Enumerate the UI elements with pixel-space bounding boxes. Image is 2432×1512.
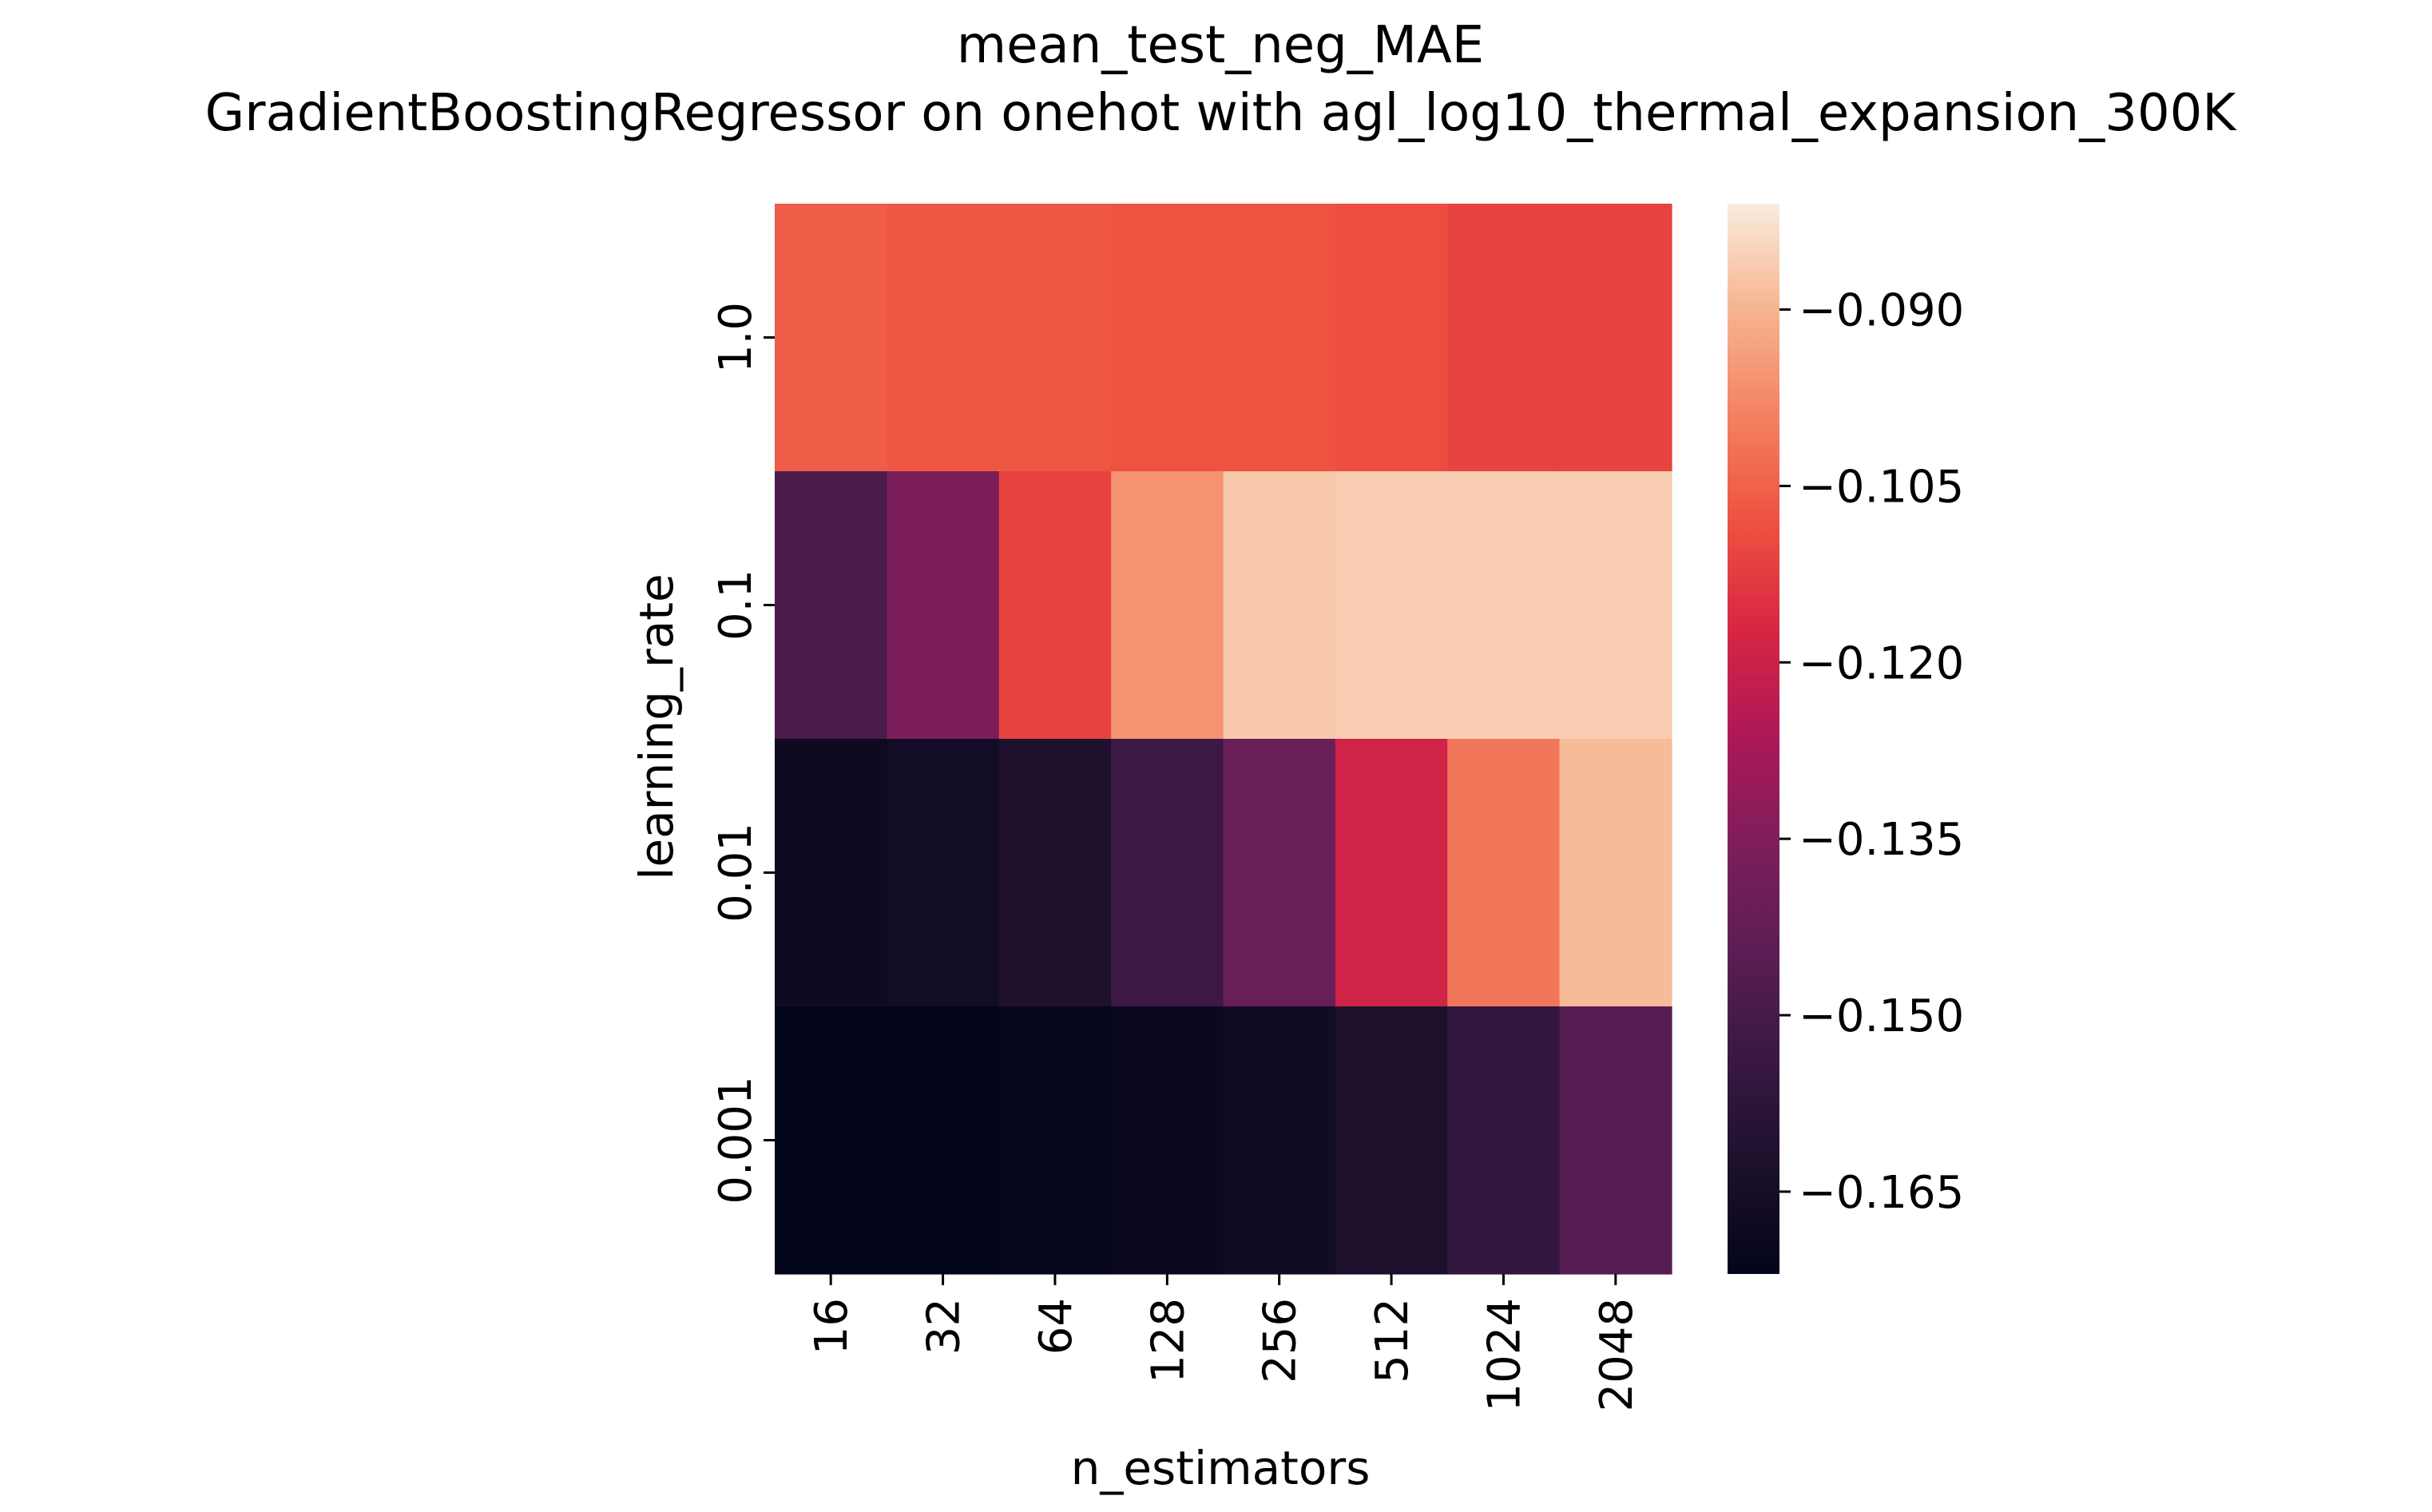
chart-subtitle: GradientBoostingRegressor on onehot with… (205, 84, 2238, 143)
x-tick-label: 128 (1142, 1298, 1194, 1383)
heatmap-cell (1335, 1006, 1448, 1275)
x-tick-label: 64 (1030, 1298, 1082, 1355)
heatmap-cell (887, 739, 1000, 1007)
y-tick-label: 1.0 (710, 302, 762, 373)
colorbar-tick-label: −0.105 (1799, 461, 1964, 513)
heatmap-cell (775, 471, 887, 740)
heatmap-cell (1223, 471, 1336, 740)
heatmap-cell (1335, 204, 1448, 472)
heatmap-cell (998, 1006, 1112, 1275)
heatmap-cell (1223, 204, 1336, 472)
x-tick-label: 2048 (1591, 1298, 1643, 1412)
x-tick-label: 32 (918, 1298, 970, 1355)
colorbar-tick-label: −0.150 (1799, 990, 1964, 1042)
x-tick-label: 16 (806, 1298, 858, 1355)
y-axis: 1.0 0.1 0.01 0.001 (710, 302, 775, 1204)
heatmap-cell (1111, 471, 1224, 740)
heatmap-cell (1223, 1006, 1336, 1275)
heatmap-cell (1447, 471, 1561, 740)
y-tick-label: 0.1 (710, 569, 762, 641)
y-axis-label: learning_rate (629, 573, 684, 879)
colorbar (1728, 204, 1779, 1274)
heatmap-cell (1111, 1006, 1224, 1275)
heatmap-cell (1335, 739, 1448, 1007)
chart-title: mean_test_neg_MAE (957, 16, 1484, 75)
heatmap-cell (1447, 739, 1561, 1007)
heatmap-cell (775, 1006, 887, 1275)
heatmap-cell (1223, 739, 1336, 1007)
heatmap-cell (1447, 204, 1561, 472)
heatmap-cell (887, 204, 1000, 472)
heatmap-cell (887, 1006, 1000, 1275)
x-tick-label: 1024 (1478, 1298, 1530, 1412)
colorbar-ticks: −0.165 −0.150 −0.135 −0.120 −0.105 −0.090 (1779, 285, 1964, 1219)
y-tick-label: 0.001 (710, 1076, 762, 1204)
x-axis-label: n_estimators (1071, 1441, 1371, 1495)
colorbar-tick-label: −0.165 (1799, 1167, 1964, 1219)
heatmap-cell (1559, 739, 1672, 1007)
heatmap-cell (1447, 1006, 1561, 1275)
heatmap-cell (998, 471, 1112, 740)
colorbar-tick-label: −0.135 (1799, 814, 1964, 866)
heatmap-cell (775, 204, 887, 472)
heatmap-cell (1111, 739, 1224, 1007)
heatmap-cell (1559, 471, 1672, 740)
colorbar-tick-label: −0.120 (1799, 637, 1964, 689)
heatmap-cell (887, 471, 1000, 740)
heatmap-cell (1335, 471, 1448, 740)
heatmap-cell (1559, 1006, 1672, 1275)
heatmap-cell (1111, 204, 1224, 472)
x-axis: 16 32 64 128 256 512 1024 2048 (806, 1274, 1643, 1412)
heatmap-cell (998, 204, 1112, 472)
heatmap-cell (998, 739, 1112, 1007)
x-tick-label: 256 (1255, 1298, 1307, 1383)
heatmap-cells (775, 204, 1672, 1275)
colorbar-tick-label: −0.090 (1799, 285, 1964, 337)
x-tick-label: 512 (1367, 1298, 1418, 1383)
y-tick-label: 0.01 (710, 823, 762, 923)
heatmap-cell (775, 739, 887, 1007)
heatmap-cell (1559, 204, 1672, 472)
